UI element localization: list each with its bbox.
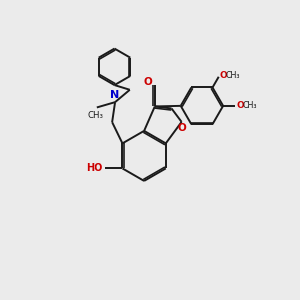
Text: O: O — [220, 71, 227, 80]
Text: O: O — [236, 101, 244, 110]
Text: CH₃: CH₃ — [226, 71, 240, 80]
Text: HO: HO — [86, 164, 102, 173]
Text: N: N — [110, 90, 120, 100]
Text: O: O — [144, 77, 153, 87]
Text: CH₃: CH₃ — [242, 101, 257, 110]
Text: O: O — [177, 123, 186, 134]
Text: CH₃: CH₃ — [88, 111, 104, 120]
